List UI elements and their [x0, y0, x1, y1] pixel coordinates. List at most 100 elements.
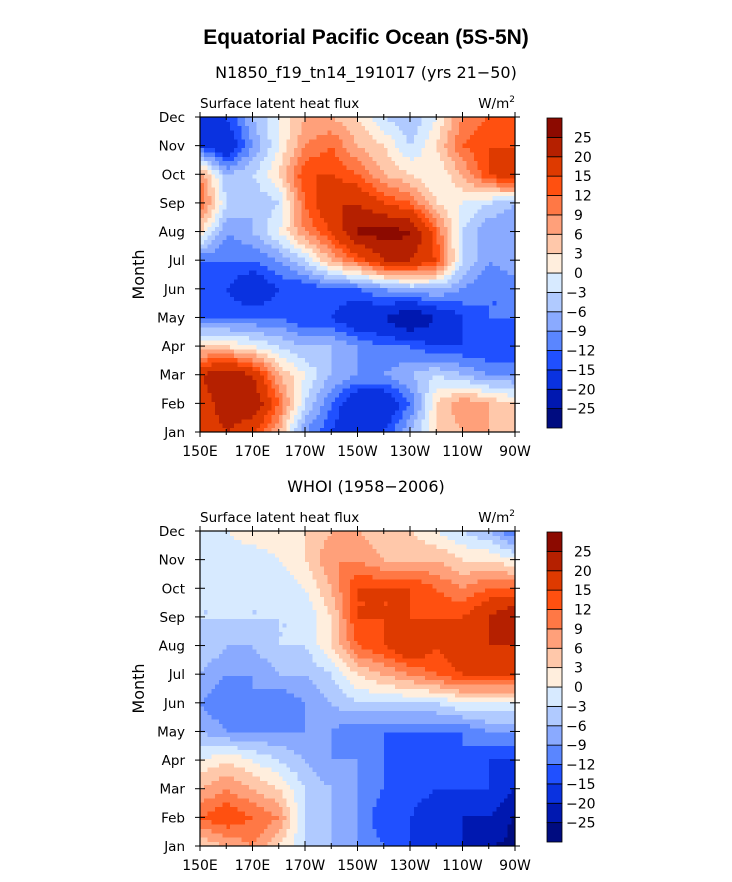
- contour-cell: [207, 366, 212, 372]
- contour-cell: [458, 327, 463, 332]
- contour-cell: [346, 283, 351, 289]
- contour-cell: [391, 405, 396, 411]
- contour-cell: [278, 335, 283, 341]
- contour-cell: [511, 340, 516, 345]
- contour-cell: [211, 187, 216, 192]
- contour-cell: [211, 318, 216, 324]
- contour-cell: [458, 366, 463, 372]
- contour-cell: [372, 405, 377, 411]
- contour-cell: [376, 375, 381, 380]
- contour-cell: [503, 283, 508, 289]
- contour-cell: [458, 322, 463, 328]
- contour-cell: [308, 243, 313, 249]
- contour-cell: [293, 331, 298, 337]
- contour-cell: [391, 213, 396, 219]
- contour-cell: [500, 243, 505, 249]
- contour-cell: [496, 191, 501, 197]
- contour-cell: [297, 300, 302, 306]
- contour-cell: [466, 357, 471, 363]
- contour-cell: [267, 327, 272, 332]
- contour-cell: [278, 353, 283, 359]
- contour-cell: [353, 173, 358, 179]
- contour-cell: [267, 388, 272, 394]
- contour-cell: [282, 243, 287, 249]
- contour-cell: [308, 370, 313, 376]
- contour-cell: [455, 340, 460, 345]
- contour-cell: [462, 178, 467, 184]
- contour-cell: [451, 195, 456, 201]
- contour-cell: [260, 217, 265, 223]
- contour-cell: [237, 222, 242, 227]
- contour-cell: [275, 248, 280, 254]
- contour-cell: [455, 287, 460, 293]
- contour-cell: [286, 388, 291, 394]
- contour-cell: [323, 313, 328, 319]
- contour-cell: [256, 217, 261, 223]
- contour-cell: [207, 357, 212, 363]
- contour-cell: [410, 318, 415, 324]
- contour-cell: [211, 383, 216, 389]
- contour-field: [200, 117, 516, 433]
- contour-cell: [245, 401, 250, 407]
- contour-cell: [458, 296, 463, 302]
- contour-cell: [316, 353, 321, 359]
- contour-cell: [226, 217, 231, 223]
- contour-cell: [203, 322, 208, 328]
- contour-cell: [470, 392, 475, 398]
- contour-cell: [428, 178, 433, 184]
- contour-cell: [252, 344, 257, 350]
- contour-cell: [361, 392, 366, 398]
- contour-cell: [402, 213, 407, 219]
- contour-cell: [252, 230, 257, 236]
- contour-cell: [241, 173, 246, 179]
- contour-cell: [425, 344, 430, 350]
- contour-cell: [447, 331, 452, 337]
- contour-cell: [425, 309, 430, 315]
- contour-cell: [395, 414, 400, 420]
- contour-cell: [443, 300, 448, 306]
- contour-cell: [443, 226, 448, 232]
- contour-cell: [252, 204, 257, 210]
- contour-cell: [428, 257, 433, 262]
- contour-cell: [290, 379, 295, 385]
- contour-cell: [267, 383, 272, 389]
- contour-cell: [428, 239, 433, 245]
- contour-cell: [320, 169, 325, 175]
- contour-cell: [218, 344, 223, 350]
- contour-cell: [406, 322, 411, 328]
- contour-cell: [267, 200, 272, 205]
- contour-cell: [462, 274, 467, 280]
- contour-cell: [293, 252, 298, 258]
- contour-cell: [357, 375, 362, 380]
- contour-cell: [380, 226, 385, 232]
- contour-cell: [380, 274, 385, 280]
- contour-cell: [365, 322, 370, 328]
- contour-cell: [507, 287, 512, 293]
- contour-cell: [252, 392, 257, 398]
- contour-cell: [432, 318, 437, 324]
- contour-cell: [511, 353, 516, 359]
- contour-cell: [256, 305, 261, 310]
- contour-cell: [492, 348, 497, 354]
- contour-cell: [492, 375, 497, 380]
- contour-cell: [413, 208, 418, 214]
- contour-cell: [230, 191, 235, 197]
- contour-cell: [346, 331, 351, 337]
- contour-cell: [485, 353, 490, 359]
- contour-cell: [308, 397, 313, 402]
- contour-cell: [455, 292, 460, 297]
- contour-cell: [342, 414, 347, 420]
- contour-cell: [207, 379, 212, 385]
- contour-cell: [237, 348, 242, 354]
- contour-cell: [462, 287, 467, 293]
- contour-cell: [260, 191, 265, 197]
- contour-cell: [391, 344, 396, 350]
- contour-cell: [477, 344, 482, 350]
- contour-cell: [387, 353, 392, 359]
- contour-cell: [466, 204, 471, 210]
- contour-cell: [455, 375, 460, 380]
- contour-cell: [248, 222, 253, 227]
- contour-cell: [376, 383, 381, 389]
- contour-cell: [436, 392, 441, 398]
- contour-cell: [278, 292, 283, 297]
